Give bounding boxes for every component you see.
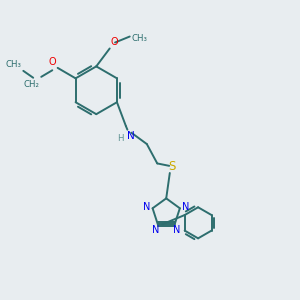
Text: CH₃: CH₃ bbox=[5, 60, 21, 69]
Text: O: O bbox=[49, 57, 56, 67]
Text: S: S bbox=[169, 160, 176, 173]
Text: H: H bbox=[118, 134, 124, 143]
Text: N: N bbox=[143, 202, 150, 212]
Text: N: N bbox=[152, 225, 159, 235]
Text: N: N bbox=[173, 225, 181, 235]
Text: CH₃: CH₃ bbox=[131, 34, 147, 43]
Text: O: O bbox=[110, 37, 118, 47]
Text: CH₂: CH₂ bbox=[23, 80, 39, 89]
Text: N: N bbox=[128, 130, 135, 141]
Text: N: N bbox=[182, 202, 190, 212]
